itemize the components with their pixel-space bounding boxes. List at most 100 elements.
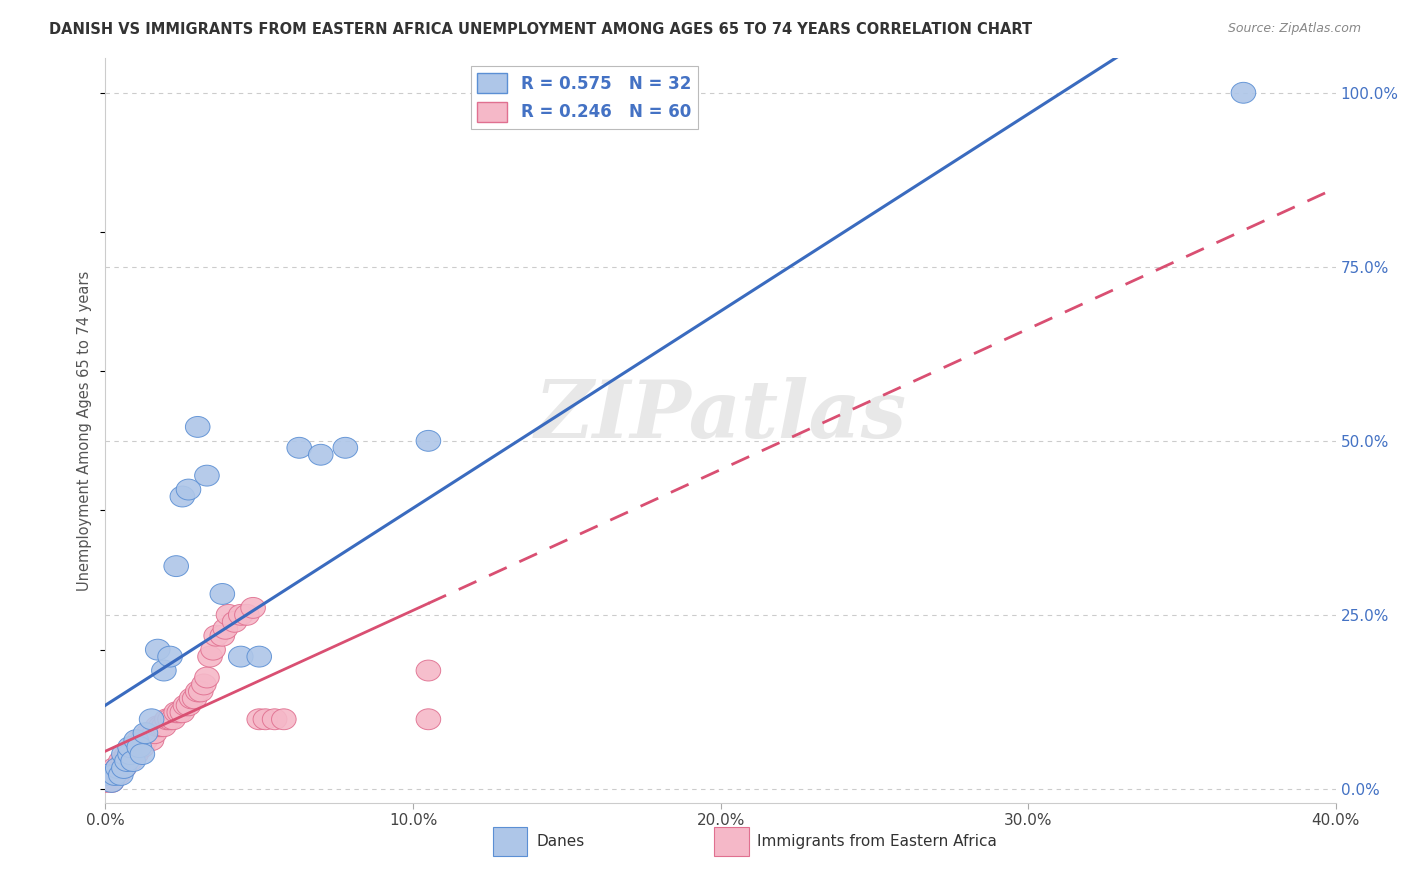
Ellipse shape [155, 709, 180, 730]
Ellipse shape [176, 695, 201, 715]
Ellipse shape [124, 744, 149, 764]
Ellipse shape [308, 444, 333, 466]
Ellipse shape [157, 709, 183, 730]
Ellipse shape [118, 750, 142, 772]
Bar [494, 827, 527, 856]
Ellipse shape [152, 660, 176, 681]
Ellipse shape [240, 598, 266, 618]
Ellipse shape [103, 764, 127, 785]
Ellipse shape [131, 737, 155, 757]
Y-axis label: Unemployment Among Ages 65 to 74 years: Unemployment Among Ages 65 to 74 years [77, 270, 93, 591]
Ellipse shape [416, 660, 440, 681]
Ellipse shape [228, 646, 253, 667]
Ellipse shape [145, 640, 170, 660]
Ellipse shape [247, 709, 271, 730]
Ellipse shape [198, 646, 222, 667]
Ellipse shape [416, 709, 440, 730]
Ellipse shape [145, 715, 170, 737]
Ellipse shape [253, 709, 278, 730]
Ellipse shape [118, 737, 142, 757]
Ellipse shape [165, 556, 188, 576]
Ellipse shape [108, 757, 134, 779]
Ellipse shape [201, 640, 225, 660]
Legend: R = 0.575   N = 32, R = 0.246   N = 60: R = 0.575 N = 32, R = 0.246 N = 60 [471, 66, 697, 128]
Ellipse shape [121, 744, 145, 764]
Ellipse shape [139, 730, 165, 750]
Text: DANISH VS IMMIGRANTS FROM EASTERN AFRICA UNEMPLOYMENT AMONG AGES 65 TO 74 YEARS : DANISH VS IMMIGRANTS FROM EASTERN AFRICA… [49, 22, 1032, 37]
Ellipse shape [176, 479, 201, 500]
Ellipse shape [191, 674, 217, 695]
Ellipse shape [127, 730, 152, 750]
Ellipse shape [180, 688, 204, 709]
Ellipse shape [111, 744, 136, 764]
Ellipse shape [136, 723, 160, 744]
Ellipse shape [108, 764, 134, 785]
Ellipse shape [186, 681, 209, 702]
Ellipse shape [209, 583, 235, 605]
Ellipse shape [124, 730, 149, 750]
Ellipse shape [124, 737, 149, 757]
Ellipse shape [194, 667, 219, 688]
Ellipse shape [173, 695, 198, 715]
Ellipse shape [186, 417, 209, 437]
Ellipse shape [271, 709, 297, 730]
Ellipse shape [100, 772, 124, 792]
Ellipse shape [204, 625, 229, 646]
Text: Danes: Danes [536, 834, 585, 849]
Text: Immigrants from Eastern Africa: Immigrants from Eastern Africa [758, 834, 997, 849]
Ellipse shape [214, 618, 238, 640]
Ellipse shape [149, 715, 173, 737]
Ellipse shape [139, 709, 165, 730]
Ellipse shape [152, 715, 176, 737]
Ellipse shape [115, 750, 139, 772]
Ellipse shape [263, 709, 287, 730]
Ellipse shape [115, 744, 139, 764]
Ellipse shape [93, 764, 118, 785]
Ellipse shape [131, 730, 155, 750]
Ellipse shape [194, 466, 219, 486]
Ellipse shape [121, 737, 145, 757]
Ellipse shape [111, 757, 136, 779]
Ellipse shape [1232, 82, 1256, 103]
Ellipse shape [170, 486, 194, 507]
Ellipse shape [115, 750, 139, 772]
Ellipse shape [105, 764, 131, 785]
Ellipse shape [118, 744, 142, 764]
Ellipse shape [228, 605, 253, 625]
Ellipse shape [100, 772, 124, 792]
Ellipse shape [142, 723, 167, 744]
Ellipse shape [108, 750, 134, 772]
Ellipse shape [209, 625, 235, 646]
Ellipse shape [160, 709, 186, 730]
Text: Source: ZipAtlas.com: Source: ZipAtlas.com [1227, 22, 1361, 36]
Ellipse shape [103, 757, 127, 779]
Ellipse shape [170, 702, 194, 723]
Ellipse shape [111, 757, 136, 779]
Ellipse shape [222, 611, 247, 632]
Ellipse shape [165, 702, 188, 723]
Bar [714, 827, 749, 856]
Ellipse shape [96, 764, 121, 785]
Ellipse shape [416, 431, 440, 451]
Ellipse shape [217, 605, 240, 625]
Ellipse shape [188, 681, 214, 702]
Ellipse shape [118, 744, 142, 764]
Ellipse shape [287, 437, 312, 458]
Ellipse shape [333, 437, 357, 458]
Ellipse shape [127, 737, 152, 757]
Ellipse shape [131, 744, 155, 764]
Ellipse shape [134, 730, 157, 750]
Ellipse shape [105, 757, 131, 779]
Ellipse shape [93, 772, 118, 792]
Ellipse shape [105, 757, 131, 779]
Ellipse shape [167, 702, 191, 723]
Ellipse shape [134, 723, 157, 744]
Ellipse shape [247, 646, 271, 667]
Ellipse shape [121, 750, 145, 772]
Ellipse shape [111, 750, 136, 772]
Ellipse shape [103, 764, 127, 785]
Ellipse shape [127, 737, 152, 757]
Text: ZIPatlas: ZIPatlas [534, 376, 907, 454]
Ellipse shape [157, 646, 183, 667]
Ellipse shape [235, 605, 259, 625]
